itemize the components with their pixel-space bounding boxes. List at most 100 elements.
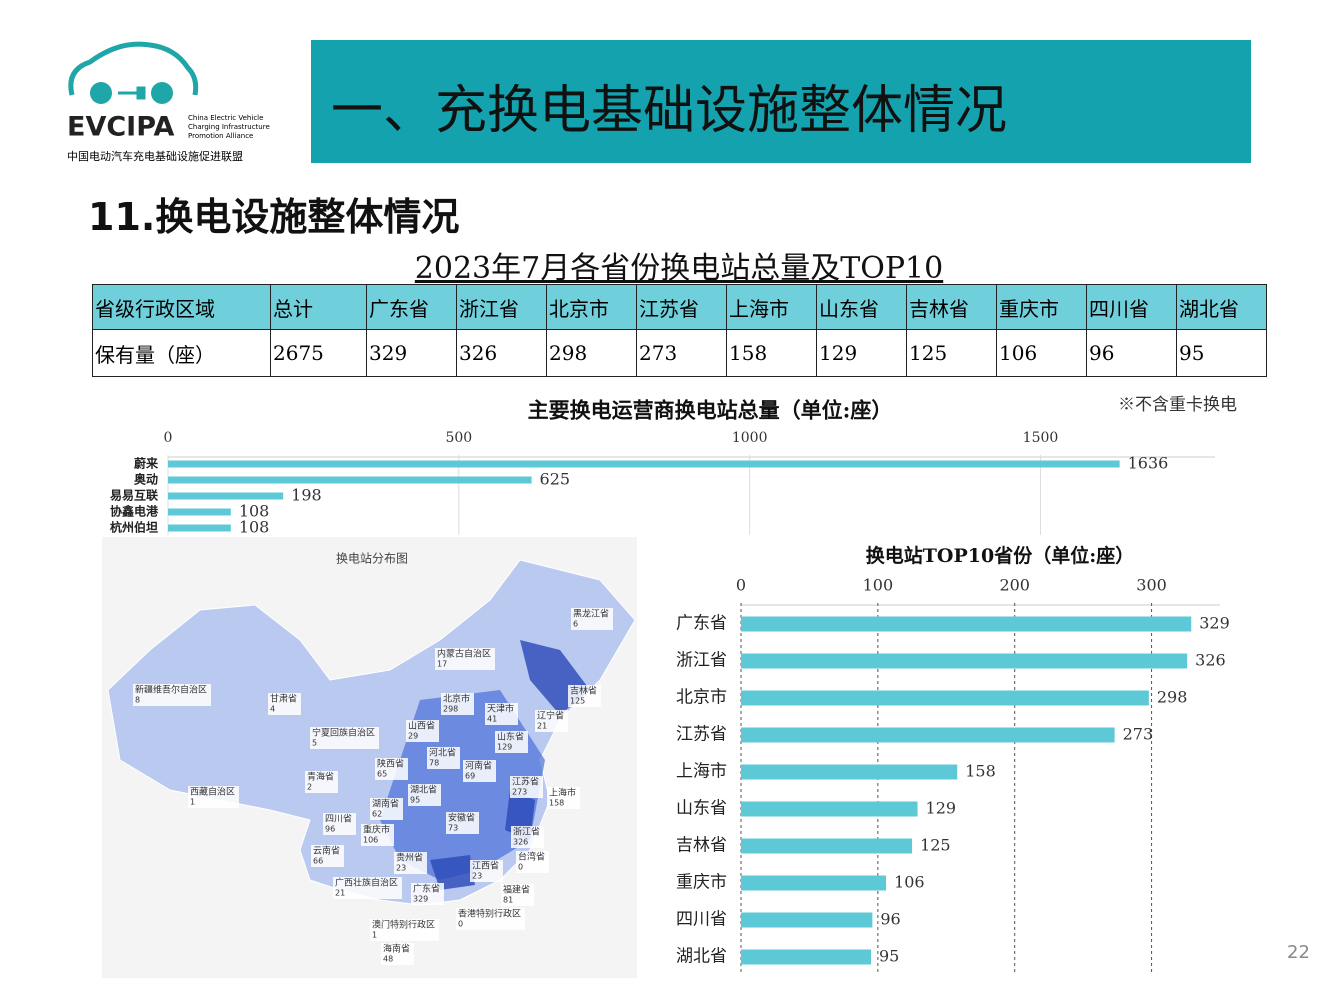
value-label: 198: [291, 486, 322, 505]
map-label-value: 95: [410, 796, 420, 805]
map-label-box: [501, 884, 534, 906]
value-label: 96: [880, 910, 900, 929]
table-cell: 重庆市: [996, 284, 1087, 330]
map-label-value: 81: [503, 896, 513, 905]
map-label-name: 江苏省: [512, 776, 539, 788]
table-cell: 95: [1176, 329, 1267, 377]
map-label-value: 158: [549, 799, 564, 808]
map-label-value: 5: [312, 739, 317, 748]
map-label-value: 66: [313, 857, 323, 866]
table-cell: 四川省: [1086, 284, 1177, 330]
map-label-value: 62: [372, 810, 382, 819]
map-label-name: 云南省: [313, 845, 340, 857]
table-cell: 江苏省: [636, 284, 727, 330]
map-label-name: 内蒙古自治区: [437, 648, 491, 660]
value-label: 108: [239, 518, 270, 537]
map-label-name: 四川省: [325, 813, 352, 825]
category-label: 广东省: [676, 614, 727, 634]
section-title: 11.换电设施整体情况: [88, 195, 460, 239]
x-tick-label: 1000: [732, 430, 768, 446]
map-label-box: [446, 812, 479, 834]
map-label-name: 安徽省: [448, 812, 475, 824]
map-label-name: 新疆维吾尔自治区: [135, 684, 207, 696]
map-label-name: 香港特别行政区: [458, 908, 521, 920]
map-label-value: 125: [570, 697, 585, 706]
map-label-box: [456, 908, 525, 930]
category-label: 重庆市: [676, 873, 727, 893]
logo-en: China Electric Vehicle: [188, 114, 263, 122]
logo-name: EVCIPA: [67, 112, 175, 143]
bar: [168, 508, 231, 516]
map-label-value: 106: [363, 836, 378, 845]
table-cell: 329: [366, 329, 457, 377]
category-label: 山东省: [676, 799, 727, 819]
map-label-name: 台湾省: [518, 851, 545, 863]
value-label: 125: [920, 836, 951, 855]
note: ※不含重卡换电: [1118, 395, 1237, 415]
map-label-value: 23: [472, 872, 482, 881]
map-label-name: 黑龙江省: [573, 608, 609, 620]
map-label-box: [547, 787, 580, 809]
map-label-name: 重庆市: [363, 824, 390, 836]
x-tick-label: 1500: [1023, 430, 1059, 446]
table-cell: 129: [816, 329, 907, 377]
map-label-box: [188, 786, 239, 808]
map-label-name: 湖北省: [410, 784, 437, 796]
category-label: 奥动: [134, 472, 158, 487]
table-cell: 326: [456, 329, 547, 377]
table-cell: 浙江省: [456, 284, 547, 330]
category-label: 协鑫电港: [110, 504, 159, 519]
map-label-box: [485, 703, 518, 725]
table-cell: 158: [726, 329, 817, 377]
map-label-name: 宁夏回族自治区: [312, 727, 375, 739]
bar: [168, 460, 1120, 468]
map-label-name: 贵州省: [396, 852, 423, 864]
map-label-value: 69: [465, 772, 475, 781]
map-label-box: [375, 758, 408, 780]
map-label-box: [361, 824, 394, 846]
bar: [741, 801, 918, 817]
map-label-box: [427, 747, 460, 769]
chart-title: 主要换电运营商换电站总量（单位:座）: [528, 398, 893, 423]
category-label: 蔚来: [134, 456, 159, 471]
bar: [741, 875, 887, 891]
bar: [741, 653, 1188, 669]
table-cell: 广东省: [366, 284, 457, 330]
map-label-value: 41: [487, 715, 497, 724]
value-label: 129: [926, 799, 957, 818]
map-label-value: 48: [383, 955, 393, 964]
logo-en: Charging Infrastructure: [188, 123, 270, 131]
logo: EVCIPA China Electric Vehicle Charging I…: [67, 41, 270, 163]
map-label-box: [370, 798, 403, 820]
table-cell: 2675: [270, 329, 367, 377]
map-label-value: 2: [307, 783, 312, 792]
map-label-name: 北京市: [443, 693, 470, 705]
table-cell: 吉林省: [906, 284, 997, 330]
table-cell: 298: [546, 329, 637, 377]
category-label: 四川省: [676, 910, 727, 930]
map-label-box: [571, 608, 613, 630]
bar: [741, 690, 1149, 706]
table-cell: 96: [1086, 329, 1177, 377]
chart-title: 换电站TOP10省份（单位:座）: [866, 544, 1134, 567]
map-label-value: 0: [458, 920, 463, 929]
value-label: 158: [965, 762, 996, 781]
table: 省级行政区域 总计 广东省 浙江省 北京市 江苏省 上海市 山东省 吉林省 重庆市 四川省 湖北省 保有…: [92, 284, 1267, 377]
x-tick-label: 500: [445, 430, 472, 446]
map-label-value: 21: [537, 722, 547, 731]
map-label-box: [323, 813, 356, 835]
category-label: 吉林省: [676, 836, 727, 856]
map-title: 换电站分布图: [336, 552, 408, 566]
logo-wheel: [151, 82, 173, 104]
table-cell: 上海市: [726, 284, 817, 330]
map-label-name: 陕西省: [377, 758, 404, 770]
map-label-box: [408, 784, 441, 806]
map-label-box: [268, 693, 301, 715]
bar: [741, 838, 913, 854]
map-label-box: [441, 693, 474, 715]
table-title: 2023年7月各省份换电站总量及TOP10: [414, 251, 944, 286]
category-label: 浙江省: [676, 651, 727, 671]
map-label-name: 天津市: [487, 703, 514, 715]
bar: [741, 764, 958, 780]
